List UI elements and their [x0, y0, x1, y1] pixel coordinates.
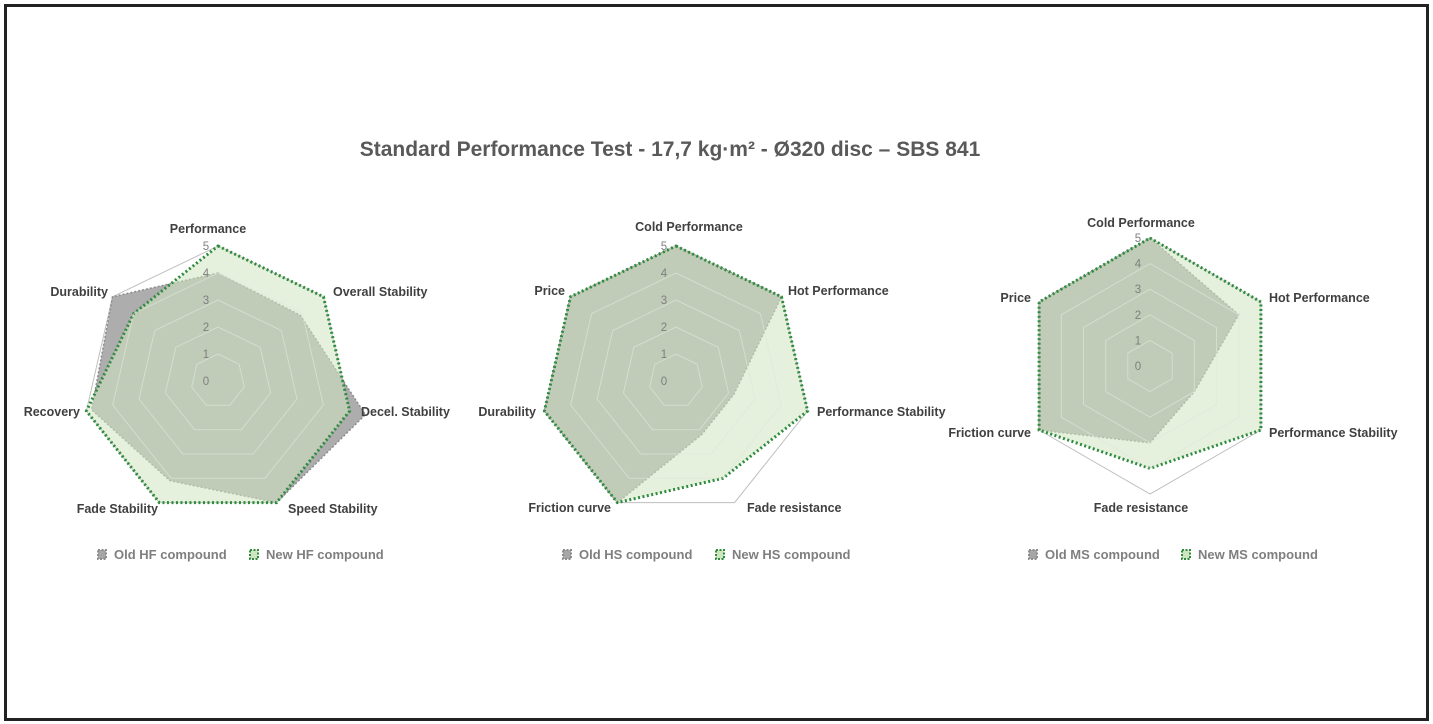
- category-label: Overall Stability: [333, 285, 428, 299]
- legend-item: Old MS compound: [1028, 547, 1160, 562]
- legend-label: Old MS compound: [1045, 547, 1160, 562]
- tick-label: 1: [1135, 335, 1141, 347]
- category-label: Cold Performance: [1087, 216, 1195, 230]
- radar-chart-2: 0 1 2 3 4 5 Cold Performance Hot Performance Per…: [478, 220, 945, 562]
- legend-swatch: [715, 549, 725, 560]
- tick-label: 3: [1135, 284, 1141, 296]
- category-label: Durability: [478, 405, 536, 419]
- category-label: Friction curve: [528, 501, 611, 515]
- legend-swatch: [249, 549, 259, 560]
- legend-swatch: [97, 549, 107, 560]
- new-series-area: [1037, 236, 1263, 470]
- category-label: Cold Performance: [635, 220, 743, 234]
- tick-label: 4: [203, 268, 210, 280]
- legend-label: Old HS compound: [579, 547, 692, 562]
- grid-ring-overlay: [1127, 339, 1173, 393]
- chart-title: Standard Performance Test - 17,7 kg·m² -…: [359, 138, 981, 161]
- category-label: Fade Stability: [77, 502, 158, 516]
- tick-label: 3: [203, 295, 209, 307]
- legend-item: New HS compound: [715, 547, 851, 562]
- tick-label: 0: [661, 376, 667, 388]
- tick-label: 1: [661, 349, 667, 361]
- category-label: Price: [1000, 291, 1031, 305]
- legend-swatch: [562, 549, 572, 560]
- tick-label: 5: [661, 241, 667, 253]
- legend-label: New MS compound: [1198, 547, 1318, 562]
- legend-label: Old HF compound: [114, 547, 227, 562]
- tick-label: 0: [1135, 361, 1141, 373]
- legend-item: Old HF compound: [97, 547, 227, 562]
- grid-ring-overlay: [570, 272, 782, 479]
- tick-label: 5: [1135, 233, 1141, 245]
- grid-ring-overlay: [138, 299, 298, 455]
- legend-swatch: [1181, 549, 1191, 560]
- legend-item: Old HS compound: [562, 547, 692, 562]
- category-label: Performance Stability: [817, 405, 946, 419]
- tick-label: 4: [661, 268, 668, 280]
- grid-ring-overlay: [112, 272, 324, 479]
- new-series-area: [84, 244, 352, 505]
- tick-label: 4: [1135, 259, 1142, 271]
- category-label: Fade resistance: [1094, 501, 1189, 515]
- tick-label: 2: [661, 322, 667, 334]
- tick-label: 0: [203, 376, 209, 388]
- grid-ring-overlay: [191, 353, 245, 406]
- radar-chart-1: 0 1 2 3 4 5 Performance Overall Stability Decel.…: [24, 222, 450, 562]
- tick-label: 5: [203, 241, 209, 253]
- category-label: Durability: [50, 285, 108, 299]
- legend-swatch: [1028, 549, 1038, 560]
- category-label: Hot Performance: [788, 284, 889, 298]
- grid-ring-overlay: [164, 326, 272, 431]
- category-label: Decel. Stability: [361, 405, 450, 419]
- category-label: Speed Stability: [288, 502, 378, 516]
- grid-ring-overlay: [596, 299, 756, 455]
- grid-ring-overlay: [622, 326, 730, 431]
- category-label: Price: [534, 284, 565, 298]
- legend-label: New HF compound: [266, 547, 384, 562]
- category-label: Fade resistance: [747, 501, 842, 515]
- category-label: Performance Stability: [1269, 426, 1398, 440]
- legend-item: New HF compound: [249, 547, 384, 562]
- tick-label: 2: [203, 322, 209, 334]
- grid-ring-overlay: [649, 353, 703, 406]
- category-label: Recovery: [24, 405, 80, 419]
- new-series-area: [542, 244, 810, 505]
- grid-ring-overlay: [1105, 314, 1195, 418]
- grid-ring-overlay: [1060, 263, 1240, 469]
- radar-chart-3: 0 1 2 3 4 5 Cold Performance Hot Performance Per…: [948, 216, 1397, 562]
- legend-label: New HS compound: [732, 547, 851, 562]
- tick-label: 1: [203, 349, 209, 361]
- tick-label: 3: [661, 295, 667, 307]
- category-label: Friction curve: [948, 426, 1031, 440]
- category-label: Hot Performance: [1269, 291, 1370, 305]
- category-label: Performance: [170, 222, 246, 236]
- grid-ring-overlay: [1083, 288, 1217, 444]
- tick-label: 2: [1135, 310, 1141, 322]
- legend-item: New MS compound: [1181, 547, 1318, 562]
